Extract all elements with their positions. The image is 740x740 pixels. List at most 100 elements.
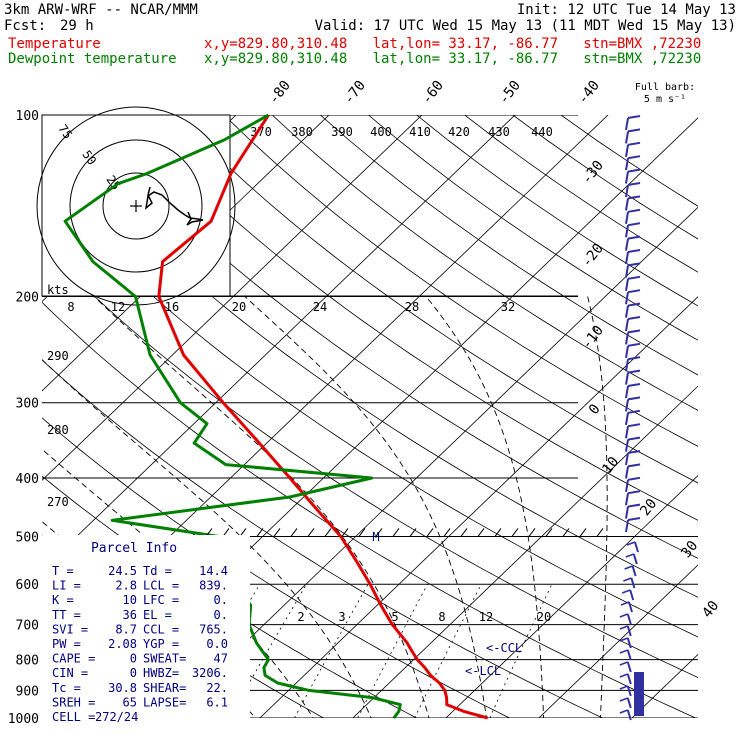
isotherm-label: -40 bbox=[575, 78, 603, 108]
wind-speed-tick: 32 bbox=[501, 300, 515, 314]
parcel-info-value: 3206. bbox=[192, 666, 228, 680]
parcel-info-value: 36 bbox=[123, 608, 137, 622]
wind-barb bbox=[619, 673, 629, 678]
parcel-info-label: PW = bbox=[52, 637, 81, 651]
parcel-info-value: 14.4 bbox=[199, 564, 228, 578]
wind-tick bbox=[562, 528, 570, 537]
moist-adiabat bbox=[587, 296, 608, 718]
parcel-info-label: CELL = bbox=[52, 710, 95, 724]
hodograph-trace bbox=[144, 186, 204, 226]
wind-barb bbox=[627, 168, 641, 173]
isotherm-line bbox=[538, 564, 698, 718]
theta-label: 420 bbox=[448, 125, 470, 139]
parcel-info-value: 0 bbox=[130, 666, 137, 680]
theta-label: 270 bbox=[47, 495, 69, 509]
wind-barb bbox=[625, 372, 629, 385]
wind-barb bbox=[625, 144, 629, 157]
pressure-label: 1000 bbox=[8, 712, 39, 727]
parcel-info-value: 765. bbox=[199, 622, 228, 636]
wind-barb bbox=[627, 342, 641, 347]
parcel-info-label: T = bbox=[52, 564, 74, 578]
wind-barb bbox=[627, 423, 641, 428]
wind-barb bbox=[625, 345, 629, 358]
m-marker: M bbox=[372, 530, 379, 544]
wind-barb bbox=[628, 601, 633, 613]
wind-barb bbox=[625, 265, 629, 278]
dry-adiabat bbox=[42, 301, 697, 718]
parcel-info-label: K = bbox=[52, 593, 74, 607]
parcel-info-label: LAPSE= bbox=[143, 695, 186, 709]
theta-label: 380 bbox=[291, 125, 313, 139]
mixing-ratio-line bbox=[228, 583, 307, 718]
moist-adiabat bbox=[244, 296, 487, 718]
wind-tick bbox=[511, 528, 519, 537]
wind-barb bbox=[625, 238, 629, 251]
wind-barb bbox=[627, 356, 641, 361]
wind-barb bbox=[627, 115, 641, 119]
full-barb-label: Full barb: bbox=[635, 82, 695, 93]
wind-barb bbox=[625, 359, 629, 372]
wind-barb bbox=[627, 262, 641, 267]
hodograph-ring-label: 50 bbox=[79, 148, 99, 168]
wind-barb bbox=[626, 661, 632, 673]
wind-barb bbox=[625, 493, 629, 506]
pressure-label: 100 bbox=[16, 109, 39, 124]
wind-barb bbox=[626, 709, 632, 721]
wind-barb bbox=[627, 329, 641, 334]
hodograph-ring-label: 75 bbox=[55, 122, 75, 142]
wind-tick bbox=[477, 528, 485, 537]
lcl-marker: <-LCL bbox=[465, 664, 501, 678]
parcel-info-label: HWBZ= bbox=[143, 666, 179, 680]
parcel-info-value: 6.1 bbox=[206, 695, 228, 709]
parcel-info-label: SWEAT= bbox=[143, 652, 186, 666]
parcel-info-label: Td = bbox=[143, 564, 172, 578]
isotherm-label: 10 bbox=[599, 454, 622, 477]
hodograph-ring bbox=[69, 139, 203, 273]
parcel-info-value: 65 bbox=[123, 695, 137, 709]
wind-barb bbox=[625, 452, 629, 466]
wind-barb bbox=[625, 519, 629, 533]
parcel-info-value: 839. bbox=[199, 579, 228, 593]
wind-barb bbox=[625, 399, 629, 412]
wind-speed-tick: 16 bbox=[165, 300, 179, 314]
wind-barb bbox=[625, 305, 629, 318]
wind-barb bbox=[625, 198, 629, 211]
wind-barb bbox=[627, 249, 641, 253]
wind-tick bbox=[392, 528, 400, 537]
mixing-ratio-label: 3 bbox=[338, 610, 345, 624]
wind-tick bbox=[579, 528, 587, 537]
valid-time: Valid: 17 UTC Wed 15 May 13 (11 MDT Wed … bbox=[314, 18, 736, 34]
wind-barb bbox=[627, 155, 641, 160]
parcel-info-value: 272/24 bbox=[95, 710, 138, 724]
full-barb-value: 5 m s⁻¹ bbox=[644, 94, 686, 105]
isotherm-line bbox=[42, 115, 330, 392]
wind-barb bbox=[619, 697, 629, 702]
wind-barb bbox=[619, 613, 629, 618]
parcel-info-label: EL = bbox=[143, 608, 172, 622]
wind-barb bbox=[627, 141, 641, 146]
parcel-info-value: 2.08 bbox=[108, 637, 137, 651]
wind-tick bbox=[307, 528, 315, 537]
wind-barb bbox=[627, 463, 641, 468]
isotherm-label: -70 bbox=[341, 78, 369, 108]
wind-tick bbox=[426, 528, 434, 537]
parcel-info-value: 47 bbox=[214, 652, 228, 666]
forecast-label: Fcst: bbox=[4, 18, 47, 34]
isotherm-line bbox=[445, 474, 698, 718]
wind-barb bbox=[619, 661, 629, 666]
parcel-info-label: LI = bbox=[52, 579, 81, 593]
dry-adiabat bbox=[42, 359, 604, 718]
wind-barb bbox=[627, 195, 641, 200]
wind-barb bbox=[625, 225, 629, 238]
mixing-ratio-line bbox=[294, 584, 369, 718]
moist-adiabat bbox=[42, 359, 372, 718]
hodograph-ring bbox=[36, 106, 236, 306]
wind-tick bbox=[528, 528, 536, 537]
wind-tick bbox=[460, 528, 468, 537]
parcel-info-value: 0.0 bbox=[206, 637, 228, 651]
parcel-info-label: Tc = bbox=[52, 681, 81, 695]
dewpoint-legend: Dewpoint temperature bbox=[8, 51, 177, 67]
temperature-legend: Temperature bbox=[8, 36, 101, 52]
wind-barb bbox=[625, 332, 629, 345]
